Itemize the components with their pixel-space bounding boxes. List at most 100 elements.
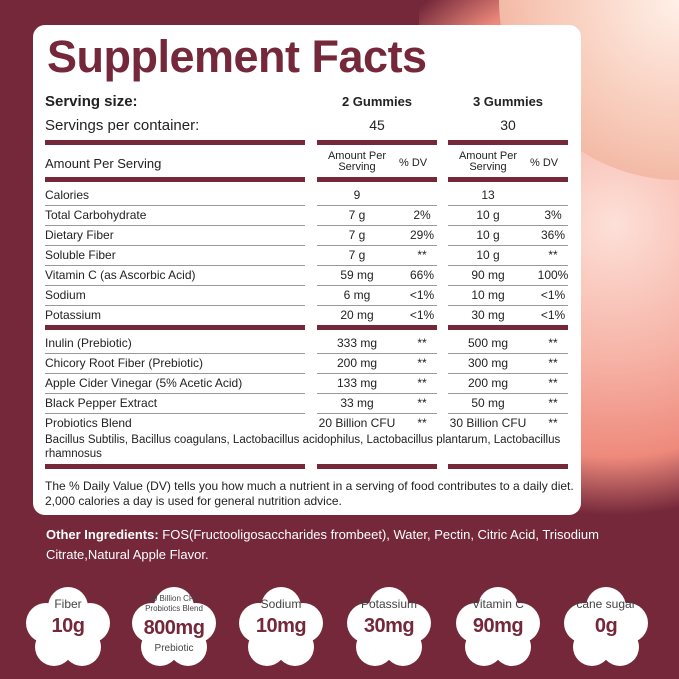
divider-bar [448, 177, 568, 182]
col1-dv: ** [417, 416, 427, 430]
col2-dv: ** [548, 356, 558, 370]
badge-potassium: Potassium 30mg [343, 587, 435, 667]
badge-label: 30 Billion CFU Probiotics Blend [145, 594, 203, 613]
col1-amount: 200 mg [336, 356, 378, 370]
badge-value: 0g [594, 615, 618, 637]
badge-sublabel: Prebiotic [154, 643, 194, 654]
divider-line [448, 245, 568, 246]
servings-label: Servings per container: [45, 117, 200, 134]
col1-amount: 7 g [348, 208, 366, 222]
divider-bar [317, 140, 437, 145]
flower-shape-icon [456, 587, 540, 666]
col1-header: 2 Gummies [341, 94, 413, 109]
divider-line [448, 205, 568, 206]
divider-bar [45, 464, 305, 469]
divider-line [448, 305, 568, 306]
nutrient-name: Potassium [45, 308, 102, 322]
supplement-facts-panel: Supplement Facts Serving size: Servings … [33, 25, 581, 515]
col2-amount: 30 mg [471, 308, 505, 322]
divider-bar [317, 325, 437, 330]
divider-line [317, 305, 437, 306]
col1-dv: ** [417, 336, 427, 350]
divider-line [317, 393, 437, 394]
divider-bar [45, 177, 305, 182]
col1-dv: 29% [409, 228, 435, 242]
col1-amount: 33 mg [340, 396, 374, 410]
divider-line [317, 245, 437, 246]
badge-value: 90mg [472, 615, 524, 637]
col1-amount: 59 mg [340, 268, 374, 282]
flower-shape-icon [26, 587, 110, 666]
col2-amount: 10 g [476, 228, 500, 242]
divider-line [317, 205, 437, 206]
nutrient-name: Chicory Root Fiber (Prebiotic) [45, 356, 204, 370]
divider-line [45, 205, 305, 206]
badge-label: Sodium [260, 597, 302, 611]
badge-value: 10g [51, 615, 85, 637]
col1-amount: 333 mg [336, 336, 378, 350]
nutrient-name: Calories [45, 188, 90, 202]
divider-bar [448, 464, 568, 469]
divider-line [45, 245, 305, 246]
col2-amount: 10 g [476, 248, 500, 262]
col1-amount: 20 mg [340, 308, 374, 322]
divider-line [448, 265, 568, 266]
nutrient-name: Vitamin C (as Ascorbic Acid) [45, 268, 196, 282]
divider-bar [317, 177, 437, 182]
col2-dv: 100% [537, 268, 569, 282]
amount-per-serving-header: Amount Per Serving [45, 156, 162, 171]
nutrient-name: Black Pepper Extract [45, 396, 158, 410]
divider-bar [448, 140, 568, 145]
col2-dv: ** [548, 336, 558, 350]
dv-note: The % Daily Value (DV) tells you how muc… [45, 479, 574, 508]
nutrient-name: Apple Cider Vinegar (5% Acetic Acid) [45, 376, 243, 390]
divider-line [448, 393, 568, 394]
badge-label: Potassium [360, 597, 418, 611]
badge-value: 30mg [363, 615, 415, 637]
divider-line [45, 225, 305, 226]
flower-shape-icon [347, 587, 431, 666]
col2-amount: 30 Billion CFU [449, 416, 527, 430]
badge-value: 800mg [143, 617, 205, 639]
nutrient-name: Dietary Fiber [45, 228, 114, 242]
badge-sodium: Sodium 10mg [235, 587, 327, 667]
nutrient-name: Total Carbohydrate [45, 208, 147, 222]
divider-line [45, 265, 305, 266]
divider-line [45, 305, 305, 306]
divider-bar [45, 325, 305, 330]
col1-dv: ** [417, 396, 427, 410]
divider-line [448, 373, 568, 374]
flower-shape-icon [564, 587, 648, 666]
other-ingredients-text: FOS(Fructooligosaccharides frombeet), Wa… [46, 527, 599, 562]
other-ingredients: Other Ingredients: FOS(Fructooligosaccha… [46, 525, 606, 565]
col1-amount-header: Amount Per Serving [327, 150, 387, 173]
other-ingredients-label: Other Ingredients: [46, 527, 159, 542]
col1-dv: <1% [409, 308, 435, 322]
badge-fiber: Fiber 10g [22, 587, 114, 667]
divider-line [45, 393, 305, 394]
col1-dv-header: % DV [399, 157, 428, 169]
badge-value: 10mg [255, 615, 307, 637]
col2-amount: 10 g [476, 208, 500, 222]
divider-line [317, 373, 437, 374]
divider-line [317, 353, 437, 354]
divider-line [317, 413, 437, 414]
col1-dv: 2% [413, 208, 431, 222]
col1-amount: 7 g [348, 228, 366, 242]
col1-dv: 66% [409, 268, 435, 282]
divider-line [317, 265, 437, 266]
divider-bar [45, 140, 305, 145]
col1-amount: 9 [353, 188, 361, 202]
col1-dv: ** [417, 376, 427, 390]
divider-line [45, 413, 305, 414]
divider-line [448, 285, 568, 286]
col1-dv: ** [417, 248, 427, 262]
divider-line [45, 285, 305, 286]
col1-amount: 7 g [348, 248, 366, 262]
col2-dv: ** [548, 248, 558, 262]
col2-dv: ** [548, 396, 558, 410]
divider-line [448, 225, 568, 226]
flower-shape-icon [239, 587, 323, 666]
divider-line [317, 225, 437, 226]
flower-shape-icon [132, 587, 216, 666]
